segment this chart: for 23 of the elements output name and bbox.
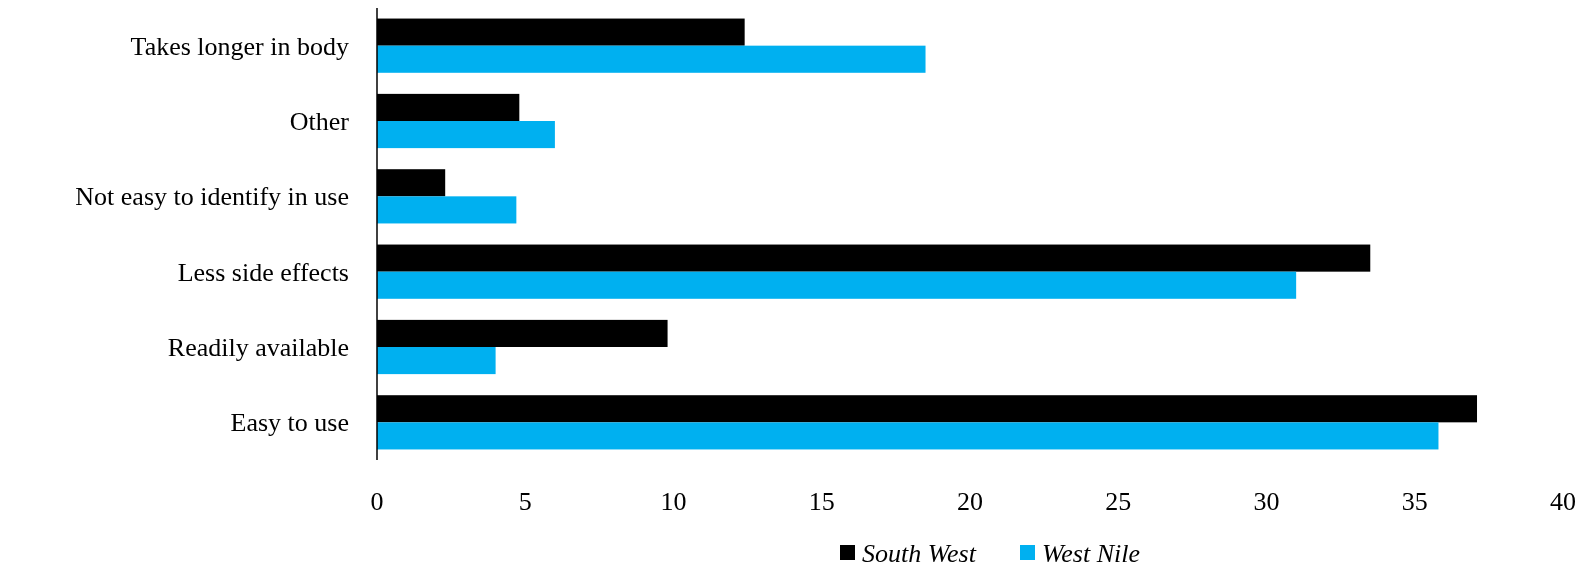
y-tick-label: Not easy to identify in use bbox=[75, 182, 349, 212]
x-tick-label: 30 bbox=[1253, 487, 1280, 516]
y-tick-label: Less side effects bbox=[177, 257, 349, 287]
bar bbox=[377, 347, 496, 375]
bar bbox=[377, 45, 926, 73]
bar bbox=[377, 422, 1439, 450]
x-tick-label: 40 bbox=[1550, 487, 1576, 516]
legend-label: South West bbox=[862, 539, 977, 568]
x-tick-label: 0 bbox=[370, 487, 384, 516]
legend-label: West Nile bbox=[1042, 539, 1140, 568]
x-tick-label: 10 bbox=[660, 487, 687, 516]
y-tick-label: Other bbox=[289, 107, 350, 137]
x-tick-label: 15 bbox=[808, 487, 835, 516]
x-tick-label: 35 bbox=[1401, 487, 1428, 516]
y-tick-label: Takes longer in body bbox=[130, 31, 349, 61]
y-tick-label: Readily available bbox=[167, 333, 349, 363]
x-tick-label: 25 bbox=[1105, 487, 1132, 516]
bar bbox=[377, 121, 555, 149]
y-tick-label: Easy to use bbox=[230, 408, 349, 438]
x-tick-label: 5 bbox=[518, 487, 532, 516]
x-tick-label: 20 bbox=[957, 487, 983, 516]
bar bbox=[377, 271, 1297, 299]
bar bbox=[377, 196, 517, 224]
